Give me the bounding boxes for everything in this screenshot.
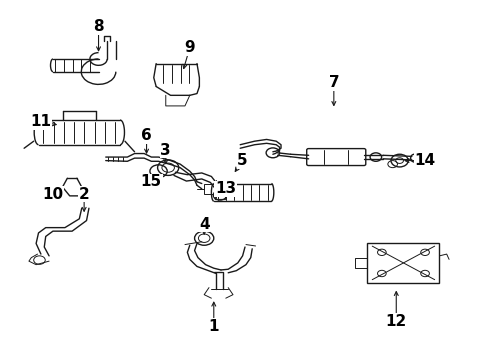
- Text: 10: 10: [42, 186, 64, 202]
- Text: 9: 9: [184, 40, 195, 55]
- Bar: [204, 184, 216, 194]
- Text: 6: 6: [141, 129, 152, 143]
- Text: 4: 4: [199, 217, 210, 231]
- Text: 15: 15: [141, 174, 162, 189]
- Text: 13: 13: [215, 181, 236, 196]
- Text: 11: 11: [30, 114, 51, 129]
- Text: 1: 1: [209, 319, 219, 334]
- Text: 3: 3: [160, 143, 171, 158]
- Text: 2: 2: [79, 186, 90, 202]
- Bar: [368, 243, 440, 283]
- Text: 8: 8: [93, 19, 104, 34]
- Text: 12: 12: [386, 314, 407, 329]
- Text: 14: 14: [415, 153, 436, 168]
- Text: 7: 7: [328, 76, 339, 90]
- Text: 5: 5: [237, 153, 248, 168]
